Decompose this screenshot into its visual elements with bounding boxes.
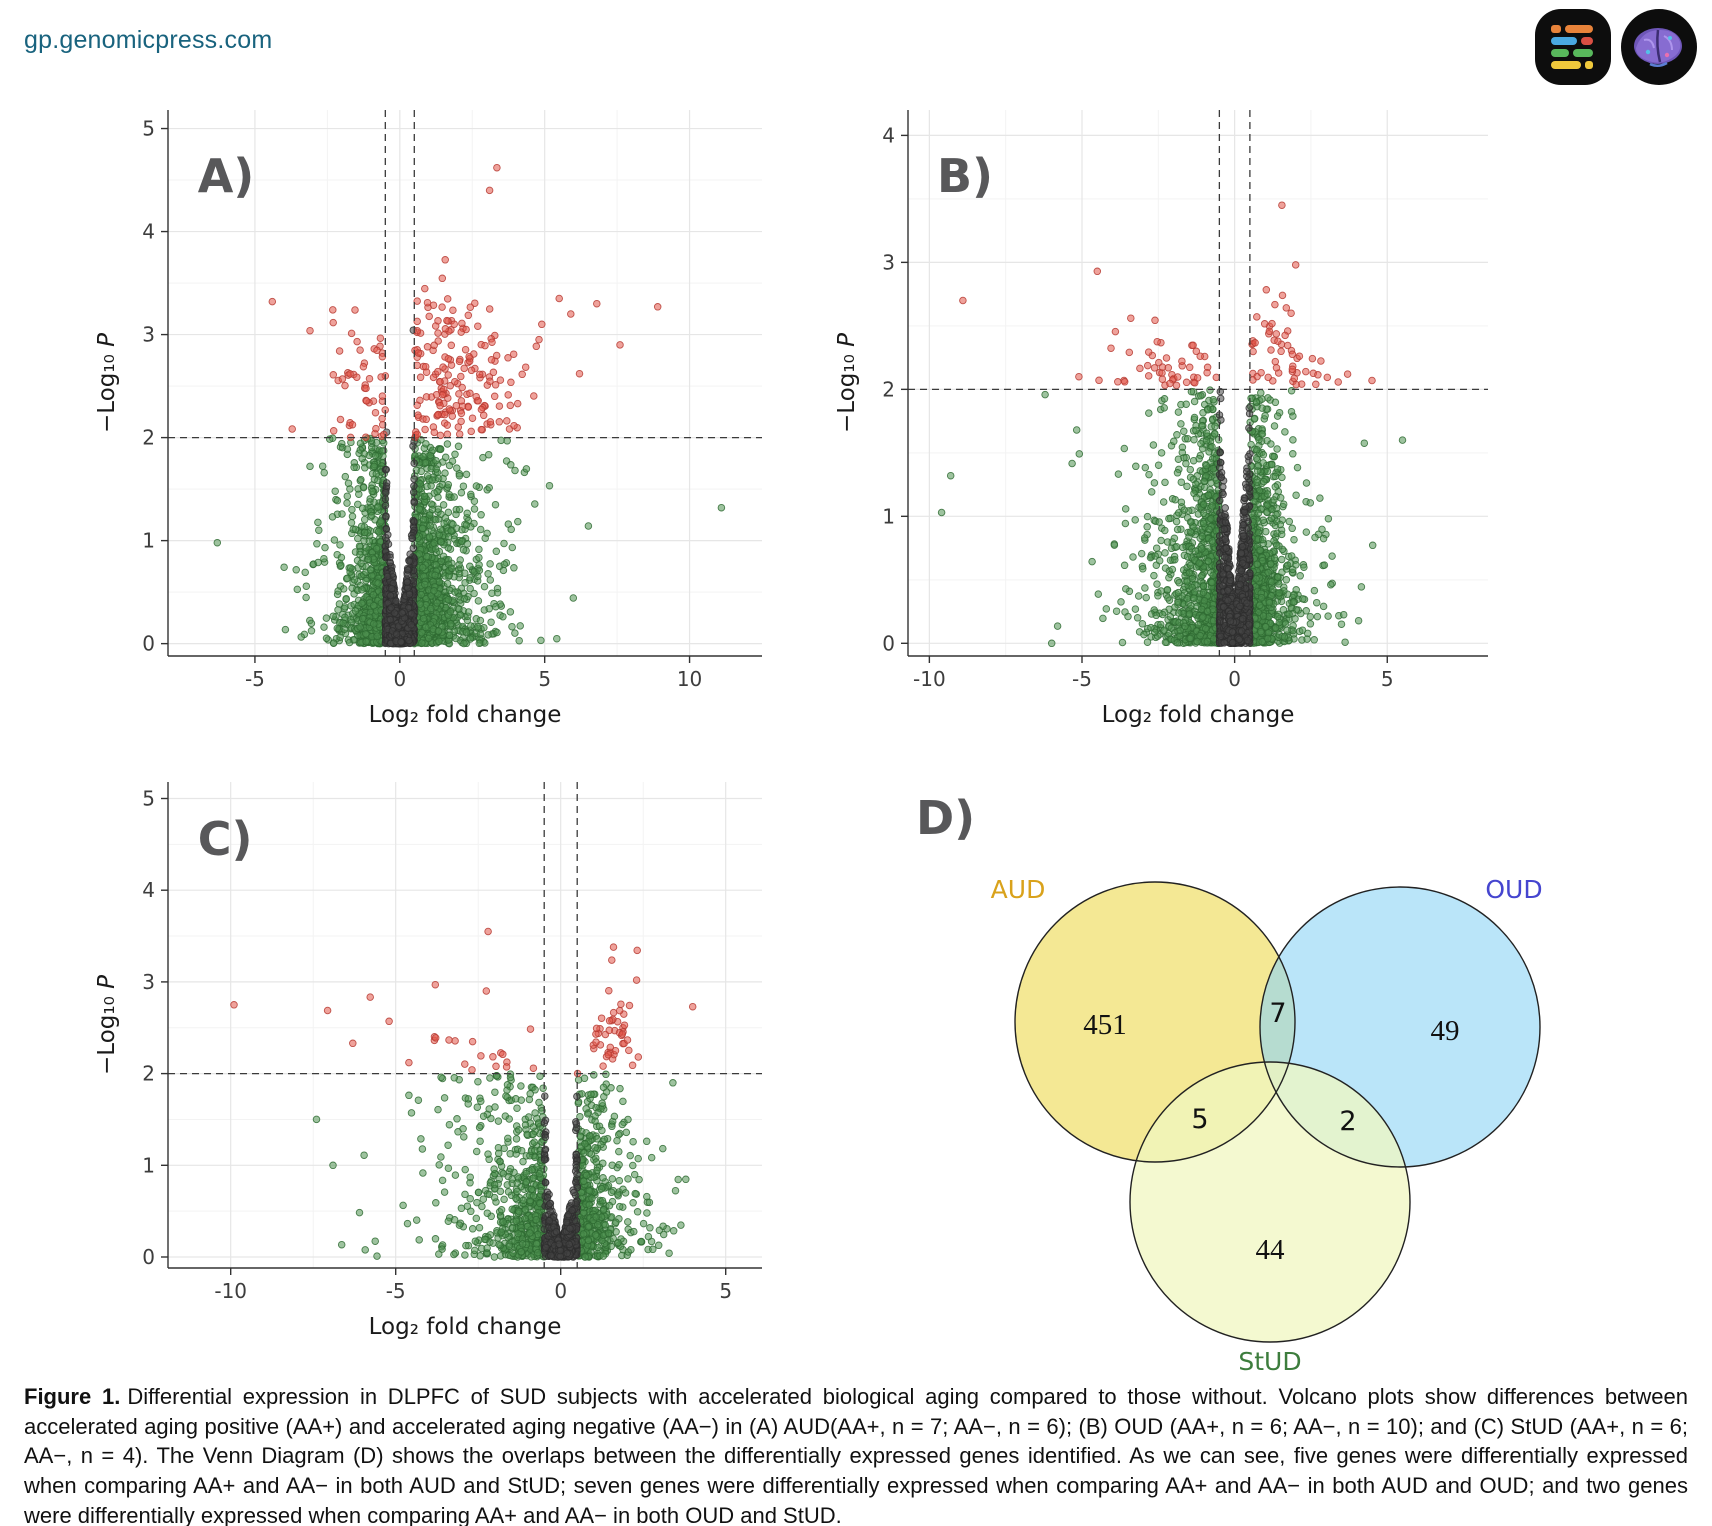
svg-text:5: 5 — [538, 667, 551, 691]
genomicpress-logo-icon — [1535, 9, 1611, 85]
panel-letter: D) — [916, 791, 975, 845]
svg-text:5: 5 — [142, 117, 155, 141]
venn-outlines — [1014, 881, 1541, 1343]
svg-text:2: 2 — [142, 426, 155, 450]
points-layer — [230, 927, 697, 1261]
logo-row — [1534, 8, 1698, 86]
threshold-lines — [168, 110, 762, 656]
panel-letter: C) — [198, 812, 253, 866]
panel-d: 451 49 44 7 5 2 AUD OUD StUD D) — [900, 772, 1560, 1397]
points-layer — [937, 201, 1407, 648]
svg-text:−Log₁₀ P: −Log₁₀ P — [94, 333, 120, 433]
panel-a: -5 0 5 10 0 1 2 3 4 5 Log₂ fold change −Log₁₀ P A) — [88, 96, 778, 761]
panel-letter: A) — [198, 149, 255, 203]
axis-titles: Log₂ fold change −Log₁₀ P — [94, 333, 561, 728]
svg-text:3: 3 — [142, 323, 155, 347]
brain-logo-icon — [1621, 9, 1697, 85]
site-link[interactable]: gp.genomicpress.com — [24, 26, 273, 54]
svg-text:A): A) — [198, 149, 255, 203]
panel-c: -10 -5 0 5 0 1 2 3 4 5 Log₂ fold change −Log₁₀ P C) — [88, 768, 778, 1373]
threshold-lines — [168, 782, 762, 1268]
panel-b: -10 -5 0 5 0 1 2 3 4 Log₂ fold change −Log₁₀ P B) — [828, 96, 1504, 761]
axis-titles: Log₂ fold change−Log₁₀ P — [834, 333, 1294, 728]
svg-text:4: 4 — [142, 220, 155, 244]
svg-text:0: 0 — [142, 632, 155, 656]
threshold-lines — [908, 110, 1488, 656]
axes: -5 0 5 10 0 1 2 3 4 5 — [142, 110, 762, 691]
volcano-plot-a: -5 0 5 10 0 1 2 3 4 5 Log₂ fold change −Log₁₀ P A) — [94, 110, 762, 728]
svg-text:Log₂ fold change: Log₂ fold change — [369, 702, 562, 728]
venn-fills — [1015, 882, 1540, 1342]
figure-caption-text: Differential expression in DLPFC of SUD … — [24, 1384, 1688, 1526]
panel-letter: B) — [937, 149, 993, 203]
figure-caption: Figure 1. Differential expression in DLPF… — [24, 1382, 1688, 1526]
svg-text:1: 1 — [142, 529, 155, 553]
figure-label: Figure 1. — [24, 1384, 121, 1409]
svg-text:0: 0 — [393, 667, 406, 691]
svg-text:10: 10 — [677, 667, 702, 691]
axis-titles: Log₂ fold change−Log₁₀ P — [94, 975, 561, 1340]
svg-text:-5: -5 — [245, 667, 265, 691]
points-layer — [213, 163, 726, 648]
gridlines — [168, 782, 762, 1268]
